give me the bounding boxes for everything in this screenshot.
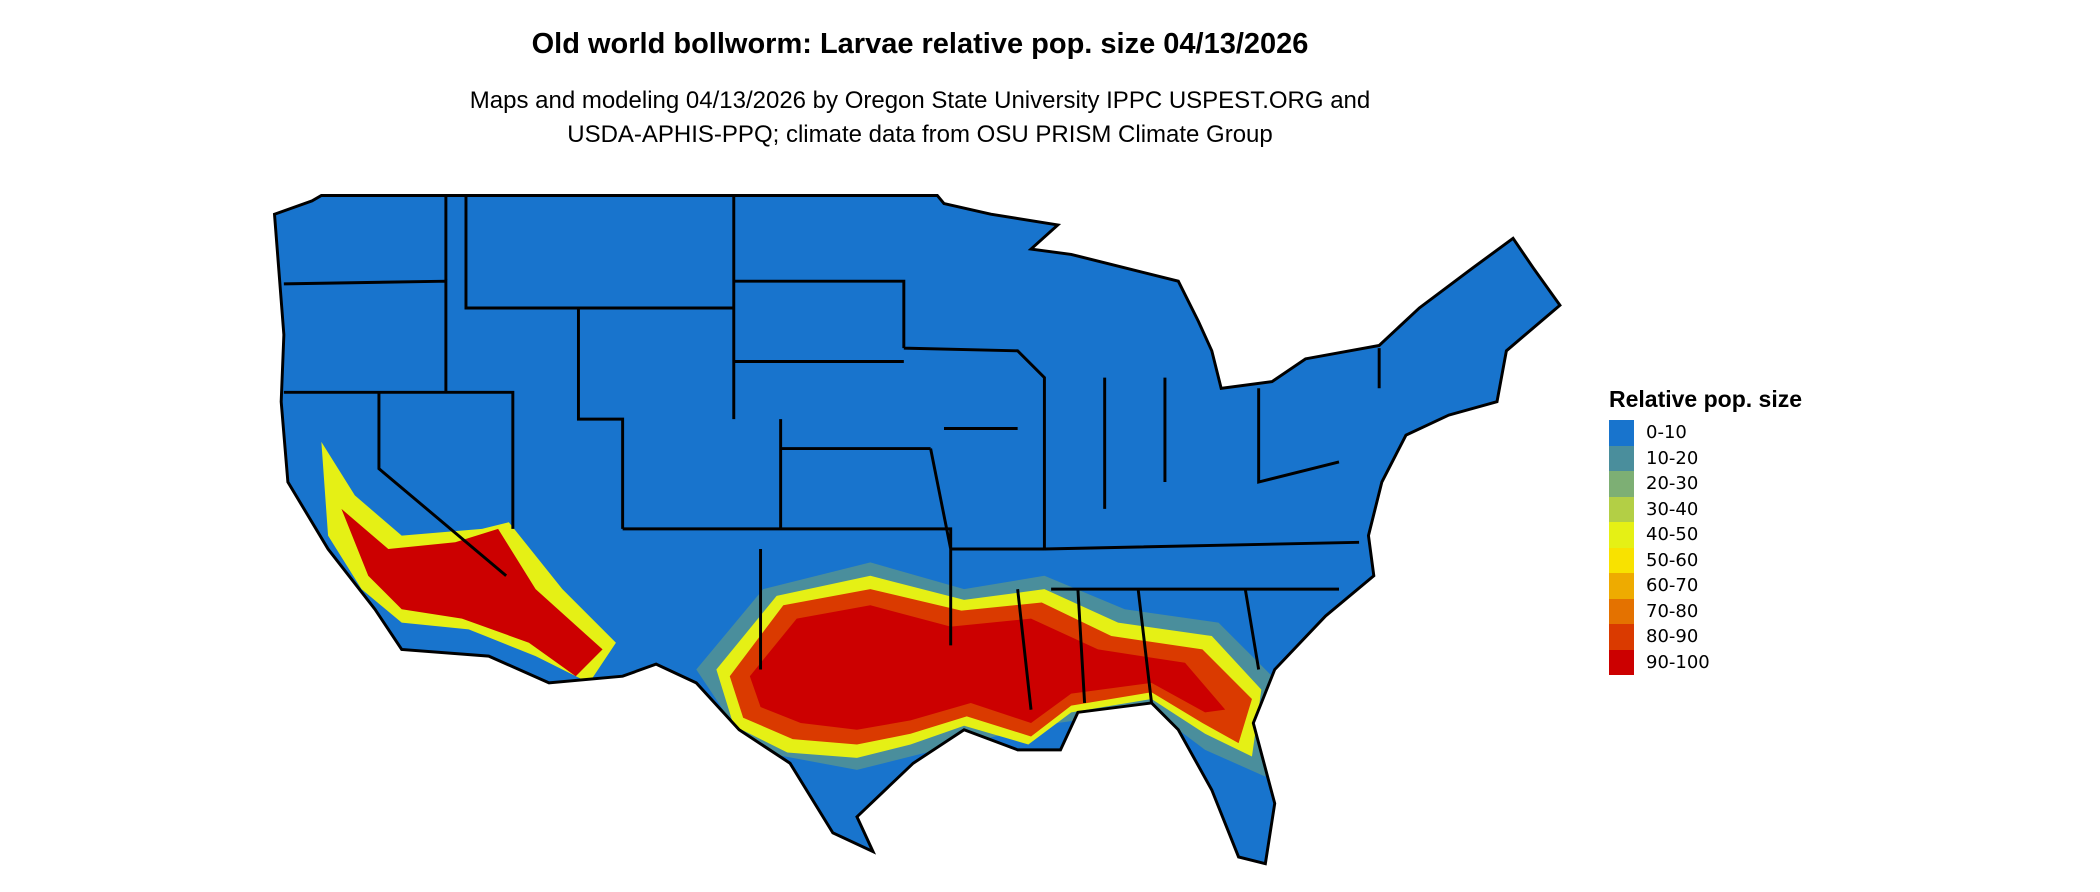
legend-item: 60-70: [1609, 573, 1802, 599]
legend-swatch: [1609, 547, 1634, 573]
legend-item: 50-60: [1609, 547, 1802, 573]
legend-swatch: [1609, 471, 1634, 497]
legend-item: 10-20: [1609, 445, 1802, 471]
legend-item: 0-10: [1609, 420, 1802, 446]
map-title: Old world bollworm: Larvae relative pop.…: [531, 28, 1309, 60]
population-heat-overlay: [321, 441, 1273, 884]
legend-item: 90-100: [1609, 649, 1802, 675]
legend-title: Relative pop. size: [1609, 386, 1803, 412]
band-90-100: [749, 605, 1226, 730]
legend-item: 70-80: [1609, 598, 1802, 624]
legend-swatch: [1609, 496, 1634, 522]
legend-swatch: [1609, 445, 1634, 471]
legend-label: 30-40: [1646, 498, 1699, 520]
subtitle-line-1: Maps and modeling 04/13/2026 by Oregon S…: [469, 87, 1371, 114]
legend-item: 80-90: [1609, 624, 1802, 650]
legend-swatch: [1609, 420, 1634, 446]
subtitle-line-2: USDA-APHIS-PPQ; climate data from OSU PR…: [567, 121, 1273, 148]
legend-label: 80-90: [1646, 626, 1699, 648]
legend-label: 60-70: [1646, 575, 1699, 597]
legend-label: 90-100: [1646, 651, 1710, 673]
florida-tip-red: [1205, 864, 1272, 884]
legend-label: 10-20: [1646, 447, 1699, 469]
legend-swatch: [1609, 522, 1634, 548]
legend-item: 20-30: [1609, 471, 1802, 497]
legend-label: 40-50: [1646, 524, 1699, 546]
legend-swatch: [1609, 649, 1634, 675]
southwest-band-red: [341, 508, 603, 677]
legend-label: 70-80: [1646, 600, 1699, 622]
legend-item: 30-40: [1609, 496, 1802, 522]
legend: Relative pop. size 0-10 10-20 20-30 30-40 40…: [1609, 386, 1802, 675]
legend-item: 40-50: [1609, 522, 1802, 548]
state-borders: [273, 194, 1562, 866]
legend-label: 0-10: [1646, 422, 1687, 444]
legend-swatch: [1609, 598, 1634, 624]
map-subtitle: Maps and modeling 04/13/2026 by Oregon S…: [0, 84, 1840, 152]
legend-swatch: [1609, 624, 1634, 650]
legend-label: 50-60: [1646, 549, 1699, 571]
legend-label: 20-30: [1646, 473, 1699, 495]
legend-swatch: [1609, 573, 1634, 599]
